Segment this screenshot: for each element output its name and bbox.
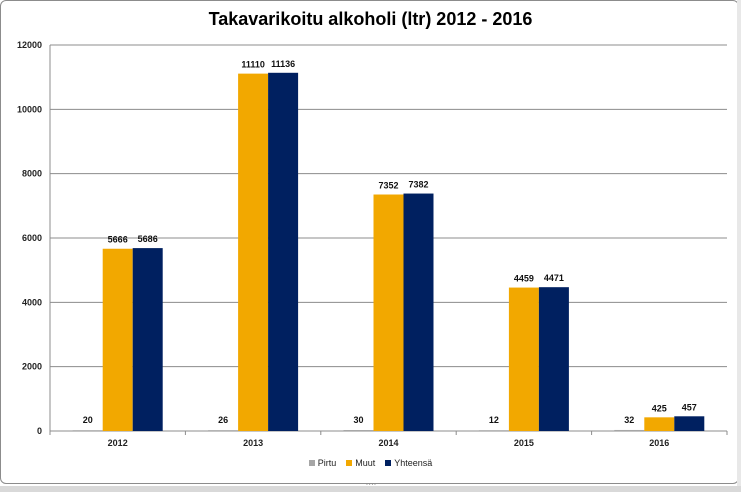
data-label: 30	[353, 415, 363, 425]
bar-muut-2013	[238, 73, 269, 432]
legend-item-pirtu: Pirtu	[308, 458, 337, 468]
data-label: 32	[624, 415, 634, 425]
y-tick-label: 10000	[17, 104, 42, 114]
data-label: 7352	[378, 181, 398, 191]
y-tick-label: 12000	[17, 40, 42, 50]
data-label: 26	[218, 415, 228, 425]
legend-swatch-pirtu	[308, 460, 315, 466]
bar-muut-2014	[373, 194, 404, 431]
legend-swatch-yhteensa	[385, 460, 392, 466]
bar-muut-2012	[102, 248, 133, 431]
bar-yhteensä-2012	[132, 248, 163, 431]
data-label: 5666	[108, 235, 128, 245]
data-label: 425	[652, 403, 667, 413]
bar-yhteensä-2016	[674, 416, 705, 431]
window-edge	[737, 0, 741, 492]
bar-yhteensä-2014	[403, 193, 434, 431]
data-label: 20	[83, 415, 93, 425]
resize-grip-icon[interactable]: ····	[365, 480, 377, 489]
y-tick-label: 0	[37, 426, 42, 436]
legend-label-muut: Muut	[355, 458, 376, 468]
x-tick-label: 2016	[649, 438, 669, 448]
legend-label-pirtu: Pirtu	[317, 458, 337, 468]
bar-pirtu-2016	[614, 429, 645, 431]
bar-pirtu-2015	[478, 430, 509, 431]
y-tick-label: 6000	[22, 233, 42, 243]
bar-muut-2016	[644, 417, 675, 431]
data-label: 11110	[241, 60, 265, 70]
data-label: 4471	[544, 273, 564, 283]
bar-yhteensä-2015	[538, 287, 569, 431]
y-tick-label: 4000	[22, 297, 42, 307]
bar-pirtu-2014	[343, 430, 374, 431]
legend-swatch-muut	[346, 460, 353, 466]
chart-legend: Pirtu Muut Yhteensä	[0, 458, 741, 468]
data-label: 7382	[408, 180, 428, 190]
data-label: 4459	[514, 274, 534, 284]
legend-label-yhteensa: Yhteensä	[394, 458, 433, 468]
y-tick-label: 8000	[22, 169, 42, 179]
bar-pirtu-2012	[72, 430, 103, 431]
x-tick-label: 2014	[378, 438, 398, 448]
data-label: 11136	[271, 59, 295, 69]
legend-item-muut: Muut	[346, 458, 375, 468]
x-tick-label: 2013	[243, 438, 263, 448]
resize-bar[interactable]	[0, 486, 741, 492]
data-label: 12	[489, 415, 499, 425]
bar-pirtu-2013	[208, 430, 239, 431]
chart-title: Takavarikoitu alkoholi (ltr) 2012 - 2016	[208, 9, 533, 29]
y-tick-label: 2000	[22, 362, 42, 372]
legend-item-yhteensa: Yhteensä	[385, 458, 432, 468]
bar-yhteensä-2013	[268, 72, 299, 432]
x-tick-label: 2012	[108, 438, 128, 448]
data-label: 5686	[138, 234, 158, 244]
bar-muut-2015	[508, 287, 539, 431]
data-label: 457	[682, 402, 697, 412]
x-tick-label: 2015	[514, 438, 534, 448]
